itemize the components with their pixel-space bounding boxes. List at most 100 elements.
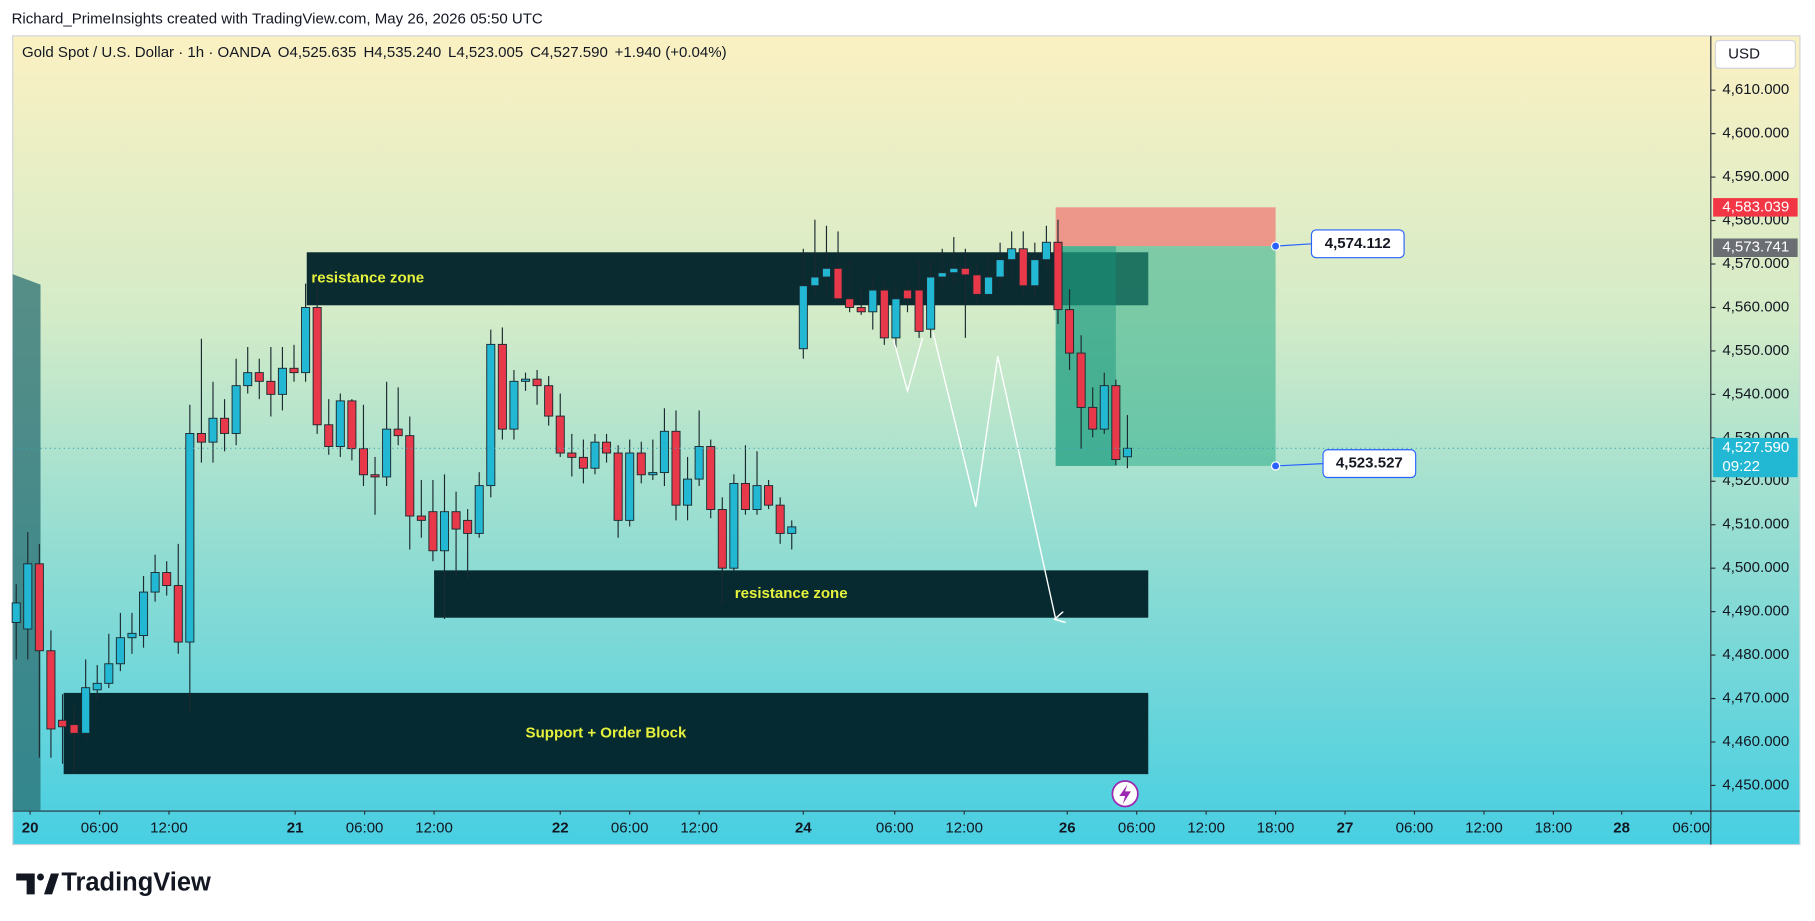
candle-body — [150, 572, 160, 593]
target-label: 4,523.527 — [1336, 455, 1403, 472]
x-tick-label: 06:00 — [81, 819, 119, 836]
currency-label[interactable]: USD — [1728, 45, 1760, 62]
candle-body — [671, 430, 681, 506]
tv-logo[interactable]: TradingView — [16, 869, 211, 897]
candle-body — [717, 509, 727, 569]
candle-body — [324, 424, 334, 447]
tv-logo-dot[interactable] — [37, 873, 44, 881]
zones-layer: resistance zone resistance zone Support + … — [63, 207, 1276, 775]
candle-body — [486, 343, 496, 487]
candle-body — [1041, 241, 1051, 261]
y-tick-label: 4,590.000 — [1722, 168, 1789, 185]
currency-button[interactable] — [1714, 39, 1796, 69]
tv-logo-text[interactable]: TradingView — [61, 869, 211, 897]
candle-body — [196, 433, 206, 443]
candle-body — [590, 441, 600, 469]
stop-badge — [1713, 198, 1798, 217]
candle-body — [220, 417, 230, 434]
y-tick-label: 4,540.000 — [1722, 385, 1789, 402]
alert-bolt[interactable] — [1119, 784, 1131, 805]
candle-body — [57, 719, 68, 728]
candle-body — [764, 485, 774, 506]
candle-body — [902, 289, 913, 300]
candle-body — [775, 504, 785, 534]
candle-body — [335, 400, 345, 447]
candle-body — [810, 276, 820, 287]
x-tick-label: 18:00 — [1535, 819, 1573, 836]
candle-body — [578, 456, 588, 469]
alert-icon[interactable] — [1111, 780, 1139, 808]
candle-body — [706, 446, 716, 510]
last-price-badge — [1713, 437, 1798, 478]
candle-body — [960, 267, 970, 276]
countdown-label: 09:22 — [1722, 458, 1760, 475]
candle-body — [451, 511, 461, 530]
candle-body — [729, 482, 739, 569]
candle-body — [162, 572, 172, 587]
tv-logo-slash[interactable] — [43, 873, 60, 895]
x-tick-label: 24 — [795, 819, 812, 836]
entry-handle[interactable] — [1270, 241, 1281, 251]
y-tick-label: 4,480.000 — [1722, 646, 1789, 663]
candle-body — [173, 585, 183, 643]
candle-body — [879, 289, 889, 339]
candle-body — [1065, 309, 1075, 354]
ohlc-high: H4,535.240 — [363, 44, 441, 61]
ohlc-close: C4,527.590 — [530, 44, 608, 61]
x-tick-label: 20 — [22, 819, 39, 836]
candle-body — [926, 276, 936, 330]
candle-body — [833, 267, 843, 300]
marker-badge-label: 4,573.741 — [1722, 239, 1789, 256]
x-tick-label: 26 — [1059, 819, 1076, 836]
candle-body — [405, 435, 415, 517]
candle-body — [393, 428, 403, 437]
y-tick-label: 4,460.000 — [1722, 733, 1789, 750]
y-tick-label: 4,610.000 — [1722, 81, 1789, 98]
tv-logo-mark[interactable] — [16, 873, 35, 895]
candle-body — [1030, 259, 1040, 287]
candle-body — [868, 289, 878, 313]
candle-body — [115, 637, 125, 665]
candle-body — [266, 380, 276, 395]
candle-body — [277, 367, 287, 395]
y-tick-label: 4,600.000 — [1722, 125, 1789, 142]
candle-body — [937, 272, 947, 278]
candle-body — [208, 417, 218, 443]
x-tick-label: 12:00 — [680, 819, 718, 836]
candle-body — [69, 724, 79, 734]
candle-body — [1088, 406, 1098, 430]
x-tick-label: 06:00 — [1672, 819, 1710, 836]
target-box — [1322, 449, 1417, 479]
watermark: Richard_PrimeInsights created with Tradi… — [12, 11, 543, 28]
candle-body — [127, 632, 137, 639]
zone-label: Support + Order Block — [526, 724, 687, 741]
candle-body — [301, 306, 311, 374]
x-tick-label: 06:00 — [1396, 819, 1434, 836]
y-tick-label: 4,550.000 — [1722, 342, 1789, 359]
candle-body — [254, 372, 264, 382]
candle-body — [856, 306, 866, 313]
candle-body — [625, 452, 635, 521]
x-tick-label: 06:00 — [1118, 819, 1156, 836]
candle-body — [1111, 385, 1121, 461]
candle-body — [984, 276, 994, 295]
candle-body — [92, 682, 102, 691]
candle-body — [821, 267, 831, 278]
zone-label: resistance zone — [735, 585, 848, 602]
candle-body — [636, 452, 646, 476]
candle-body — [972, 274, 982, 295]
candle-body — [787, 526, 797, 534]
y-tick-label: 4,450.000 — [1722, 776, 1789, 793]
x-tick-label: 22 — [552, 819, 569, 836]
x-tick-label: 12:00 — [1187, 819, 1225, 836]
stop-badge-label: 4,583.039 — [1722, 198, 1789, 215]
candle-body — [46, 650, 56, 730]
candle-body — [289, 367, 299, 374]
candle-body — [34, 563, 44, 652]
x-tick-label: 28 — [1613, 819, 1630, 836]
candle-body — [740, 482, 750, 510]
candle-body — [949, 267, 959, 274]
target-handle[interactable] — [1270, 461, 1281, 471]
zone — [63, 692, 1149, 775]
candle-body — [891, 298, 901, 339]
